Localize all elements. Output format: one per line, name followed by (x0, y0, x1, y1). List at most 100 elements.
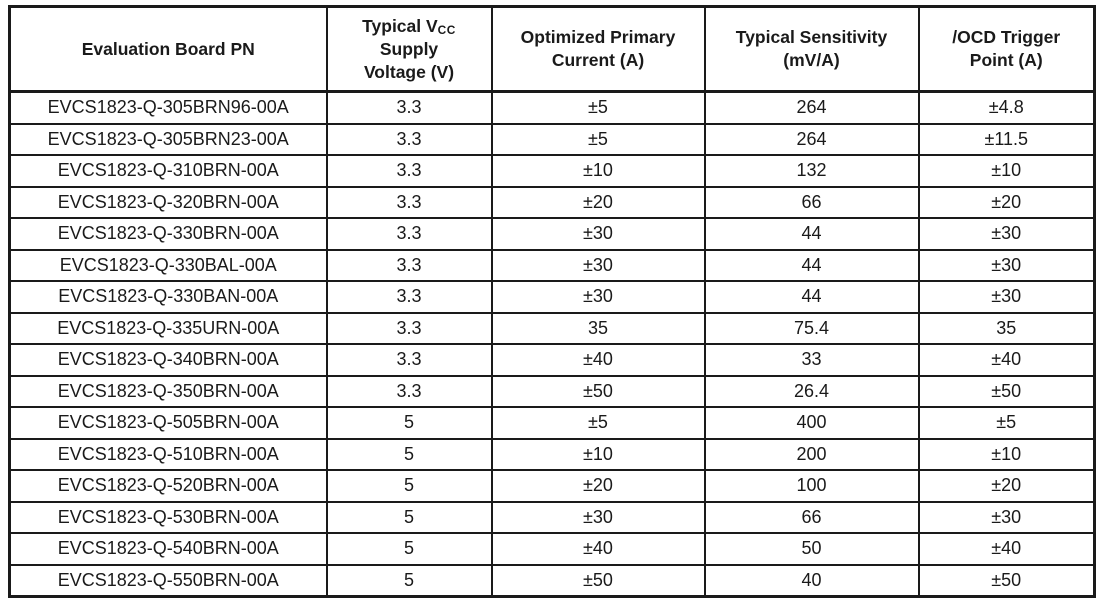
ocd-trigger-cell: ±5 (917, 406, 1096, 440)
sensitivity-cell: 40 (703, 563, 920, 598)
table-row: EVCS1823-Q-540BRN-00A 5 ±40 50 ±40 (8, 532, 1096, 566)
sensitivity-cell: 66 (703, 500, 920, 534)
header-vcc-rest: Supply Voltage (V) (363, 38, 455, 82)
table-row: EVCS1823-Q-320BRN-00A 3.3 ±20 66 ±20 (8, 185, 1096, 219)
sensitivity-cell: 400 (703, 406, 920, 440)
sensitivity-cell: 75.4 (703, 311, 920, 345)
primary-current-cell: ±5 (490, 90, 706, 125)
vcc-supply-voltage-cell: 3.3 (325, 343, 493, 377)
vcc-supply-voltage-cell: 3.3 (325, 248, 493, 282)
pn-cell: EVCS1823-Q-505BRN-00A (8, 406, 328, 440)
primary-current-cell: ±20 (490, 185, 706, 219)
vcc-supply-voltage-cell: 5 (325, 532, 493, 566)
table-row: EVCS1823-Q-520BRN-00A 5 ±20 100 ±20 (8, 469, 1096, 503)
ocd-trigger-cell: 35 (917, 311, 1096, 345)
table-row: EVCS1823-Q-340BRN-00A 3.3 ±40 33 ±40 (8, 343, 1096, 377)
vcc-supply-voltage-cell: 3.3 (325, 374, 493, 408)
ocd-trigger-cell: ±11.5 (917, 122, 1096, 156)
ocd-trigger-cell: ±50 (917, 374, 1096, 408)
sensitivity-cell: 66 (703, 185, 920, 219)
primary-current-cell: ±30 (490, 280, 706, 314)
vcc-supply-voltage-cell: 3.3 (325, 280, 493, 314)
primary-current-cell: ±5 (490, 122, 706, 156)
sensitivity-cell: 200 (703, 437, 920, 471)
table-row: EVCS1823-Q-350BRN-00A 3.3 ±50 26.4 ±50 (8, 374, 1096, 408)
header-evaluation-board-pn: Evaluation Board PN (8, 5, 328, 93)
pn-cell: EVCS1823-Q-335URN-00A (8, 311, 328, 345)
vcc-supply-voltage-cell: 3.3 (325, 311, 493, 345)
pn-cell: EVCS1823-Q-540BRN-00A (8, 532, 328, 566)
vcc-supply-voltage-cell: 5 (325, 500, 493, 534)
ocd-trigger-cell: ±10 (917, 154, 1096, 188)
primary-current-cell: ±40 (490, 343, 706, 377)
table-row: EVCS1823-Q-310BRN-00A 3.3 ±10 132 ±10 (8, 154, 1096, 188)
ocd-trigger-cell: ±4.8 (917, 90, 1096, 125)
vcc-supply-voltage-cell: 5 (325, 437, 493, 471)
primary-current-cell: 35 (490, 311, 706, 345)
pn-cell: EVCS1823-Q-330BAL-00A (8, 248, 328, 282)
sensitivity-cell: 50 (703, 532, 920, 566)
pn-cell: EVCS1823-Q-305BRN23-00A (8, 122, 328, 156)
table-header: Evaluation Board PN Typical VCC Supply Vo… (8, 5, 1096, 93)
pn-cell: EVCS1823-Q-520BRN-00A (8, 469, 328, 503)
ocd-trigger-cell: ±30 (917, 500, 1096, 534)
ocd-trigger-cell: ±30 (917, 217, 1096, 251)
pn-cell: EVCS1823-Q-310BRN-00A (8, 154, 328, 188)
vcc-supply-voltage-cell: 3.3 (325, 90, 493, 125)
table-row: EVCS1823-Q-330BAN-00A 3.3 ±30 44 ±30 (8, 280, 1096, 314)
sensitivity-cell: 132 (703, 154, 920, 188)
header-row: Evaluation Board PN Typical VCC Supply Vo… (8, 5, 1096, 93)
pn-cell: EVCS1823-Q-530BRN-00A (8, 500, 328, 534)
sensitivity-cell: 26.4 (703, 374, 920, 408)
pn-cell: EVCS1823-Q-550BRN-00A (8, 563, 328, 598)
table-row: EVCS1823-Q-330BAL-00A 3.3 ±30 44 ±30 (8, 248, 1096, 282)
table-row: EVCS1823-Q-510BRN-00A 5 ±10 200 ±10 (8, 437, 1096, 471)
sensitivity-cell: 33 (703, 343, 920, 377)
vcc-supply-voltage-cell: 3.3 (325, 217, 493, 251)
ocd-trigger-cell: ±40 (917, 343, 1096, 377)
pn-cell: EVCS1823-Q-510BRN-00A (8, 437, 328, 471)
sensitivity-cell: 264 (703, 90, 920, 125)
table-row: EVCS1823-Q-305BRN23-00A 3.3 ±5 264 ±11.5 (8, 122, 1096, 156)
vcc-supply-voltage-cell: 3.3 (325, 185, 493, 219)
table-row: EVCS1823-Q-305BRN96-00A 3.3 ±5 264 ±4.8 (8, 90, 1096, 125)
ocd-trigger-cell: ±40 (917, 532, 1096, 566)
ocd-trigger-cell: ±20 (917, 185, 1096, 219)
header-ocd-trigger-point: /OCD Trigger Point (A) (917, 5, 1096, 93)
primary-current-cell: ±20 (490, 469, 706, 503)
ocd-trigger-cell: ±50 (917, 563, 1096, 598)
ocd-trigger-cell: ±10 (917, 437, 1096, 471)
evaluation-board-selection-table: Evaluation Board PN Typical VCC Supply Vo… (8, 5, 1096, 598)
table-row: EVCS1823-Q-530BRN-00A 5 ±30 66 ±30 (8, 500, 1096, 534)
primary-current-cell: ±40 (490, 532, 706, 566)
ocd-trigger-cell: ±20 (917, 469, 1096, 503)
sensitivity-cell: 44 (703, 248, 920, 282)
ocd-trigger-cell: ±30 (917, 280, 1096, 314)
header-vcc-prefix: Typical V (362, 15, 438, 36)
pn-cell: EVCS1823-Q-305BRN96-00A (8, 90, 328, 125)
vcc-supply-voltage-cell: 5 (325, 563, 493, 598)
pn-cell: EVCS1823-Q-330BAN-00A (8, 280, 328, 314)
primary-current-cell: ±30 (490, 217, 706, 251)
vcc-supply-voltage-cell: 5 (325, 406, 493, 440)
ocd-trigger-cell: ±30 (917, 248, 1096, 282)
pn-cell: EVCS1823-Q-320BRN-00A (8, 185, 328, 219)
header-typical-sensitivity: Typical Sensitivity (mV/A) (703, 5, 920, 93)
table-row: EVCS1823-Q-330BRN-00A 3.3 ±30 44 ±30 (8, 217, 1096, 251)
primary-current-cell: ±50 (490, 563, 706, 598)
sensitivity-cell: 100 (703, 469, 920, 503)
sensitivity-cell: 44 (703, 280, 920, 314)
table-body: EVCS1823-Q-305BRN96-00A 3.3 ±5 264 ±4.8 … (8, 90, 1096, 598)
primary-current-cell: ±50 (490, 374, 706, 408)
table-row: EVCS1823-Q-550BRN-00A 5 ±50 40 ±50 (8, 563, 1096, 598)
header-vcc-supply-voltage: Typical VCC Supply Voltage (V) (325, 5, 493, 93)
header-optimized-primary-current: Optimized Primary Current (A) (490, 5, 706, 93)
table-row: EVCS1823-Q-505BRN-00A 5 ±5 400 ±5 (8, 406, 1096, 440)
primary-current-cell: ±30 (490, 500, 706, 534)
sensitivity-cell: 44 (703, 217, 920, 251)
pn-cell: EVCS1823-Q-350BRN-00A (8, 374, 328, 408)
vcc-supply-voltage-cell: 5 (325, 469, 493, 503)
vcc-subscript: CC (437, 22, 456, 37)
pn-cell: EVCS1823-Q-330BRN-00A (8, 217, 328, 251)
